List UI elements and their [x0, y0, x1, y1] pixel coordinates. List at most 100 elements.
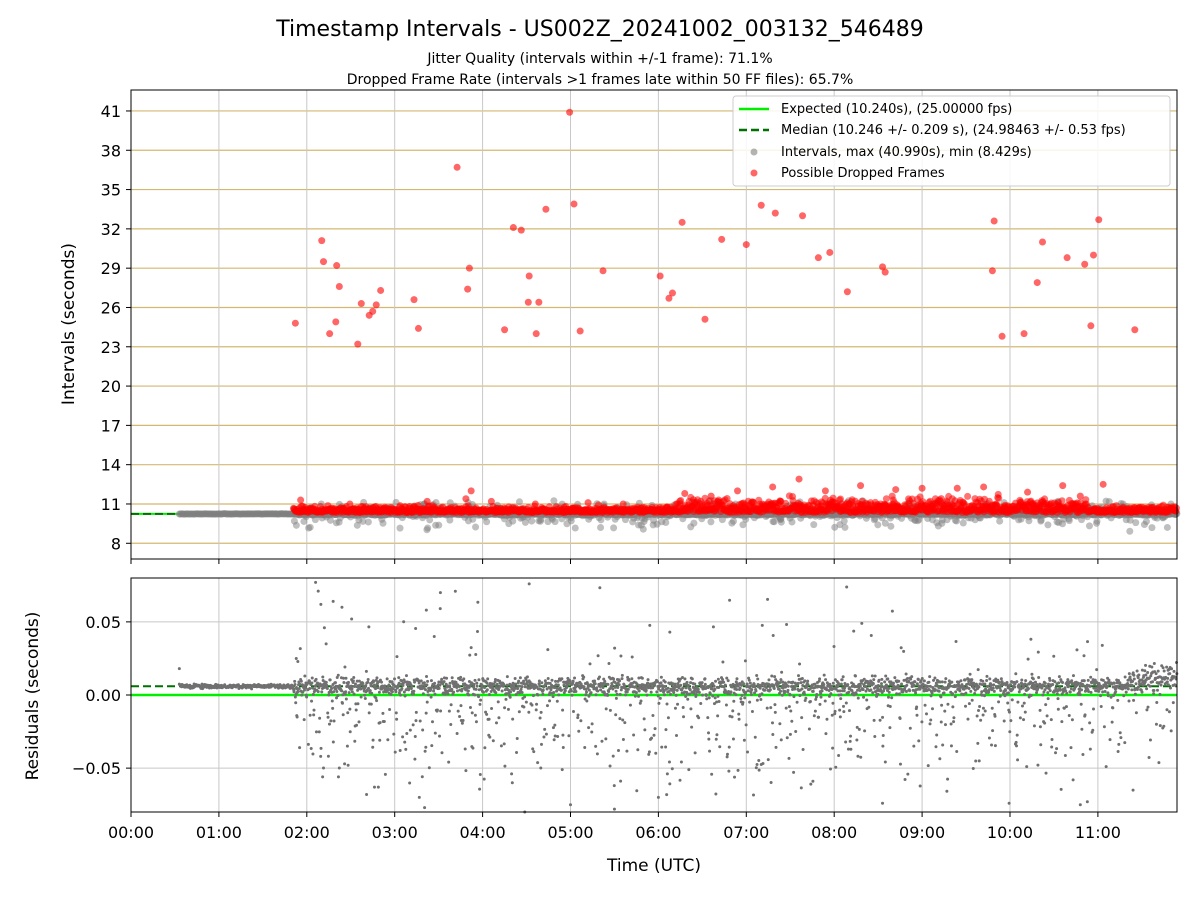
residual-point — [327, 722, 331, 726]
residual-point — [420, 775, 424, 779]
dropped-frame-point — [701, 315, 709, 323]
residual-point — [405, 731, 409, 735]
residual-point — [348, 730, 352, 734]
residual-point — [411, 723, 415, 727]
residual-point — [469, 646, 473, 650]
intervals-y-tick-label: 23 — [101, 338, 121, 357]
dropped-frame-point — [467, 487, 475, 495]
intervals-points — [175, 108, 1181, 535]
legend-expected-label: Expected (10.240s), (25.00000 fps) — [781, 102, 1012, 117]
interval-point — [1163, 523, 1171, 531]
dropped-frame-point — [988, 267, 996, 275]
dropped-frame-point — [1058, 497, 1066, 505]
residual-point — [330, 699, 334, 703]
legend: Expected (10.240s), (25.00000 fps) Media… — [732, 95, 1171, 187]
residual-point — [375, 699, 379, 703]
residual-point — [347, 691, 351, 695]
residual-point — [308, 713, 312, 717]
residual-point — [404, 674, 408, 678]
residual-point — [437, 686, 441, 690]
residual-point — [424, 745, 428, 749]
dropped-frame-point — [1033, 279, 1041, 287]
residual-point — [298, 746, 302, 750]
intervals-y-tick-label: 26 — [101, 298, 121, 317]
residual-point — [332, 719, 336, 723]
residual-point — [298, 647, 302, 651]
residual-point — [403, 740, 407, 744]
dropped-frame-point — [668, 289, 676, 297]
interval-point — [788, 518, 796, 526]
residual-point — [296, 659, 300, 663]
residual-point — [449, 723, 453, 727]
interval-point — [1132, 519, 1140, 527]
intervals-y-tick-label: 11 — [101, 495, 121, 514]
residual-point — [394, 711, 398, 715]
dropped-frame-point — [576, 327, 584, 335]
dropped-frame-point — [1087, 322, 1095, 330]
dropped-frame-point — [531, 500, 539, 508]
residual-point — [468, 653, 472, 657]
dropped-frame-point — [357, 300, 365, 308]
residual-point — [370, 691, 374, 695]
residual-point — [397, 676, 401, 680]
residual-point — [294, 701, 298, 705]
dropped-frame-point — [734, 487, 742, 495]
dropped-frame-point — [570, 200, 578, 208]
residual-point — [319, 746, 323, 750]
residual-point — [331, 706, 335, 710]
dropped-frame-point — [881, 268, 889, 276]
interval-point — [1126, 527, 1134, 535]
interval-point — [959, 519, 967, 527]
residual-point — [492, 683, 496, 687]
residual-point — [475, 684, 479, 688]
residual-point — [478, 702, 482, 706]
dropped-frame-point — [769, 483, 777, 491]
interval-point — [472, 523, 480, 531]
interval-point — [528, 517, 536, 525]
dropped-frame-point — [524, 298, 532, 306]
residual-point — [318, 716, 322, 720]
residual-point — [425, 675, 429, 679]
residual-point — [433, 692, 437, 696]
residual-point — [342, 681, 346, 685]
intervals-y-tick-label: 38 — [101, 141, 121, 160]
residual-point — [414, 719, 418, 723]
residual-point — [292, 690, 296, 694]
interval-point — [446, 516, 454, 524]
residual-point — [494, 691, 498, 695]
intervals-y-axis-label: Intervals (seconds) — [59, 243, 79, 405]
interval-point — [306, 523, 314, 531]
residual-point — [461, 719, 465, 723]
dropped-frame-point — [318, 237, 326, 245]
residual-point — [355, 723, 359, 727]
residual-point — [336, 694, 340, 698]
interval-point — [551, 518, 559, 526]
dropped-frame-point — [1076, 492, 1084, 500]
residual-point — [381, 711, 385, 715]
residual-point — [473, 713, 477, 717]
residual-point — [353, 739, 357, 743]
interval-point — [550, 497, 558, 505]
residual-point — [321, 675, 325, 679]
residual-point — [449, 703, 453, 707]
residual-point — [480, 683, 484, 687]
residual-point — [448, 685, 452, 689]
residual-point — [371, 738, 375, 742]
dropped-frame-point — [990, 217, 998, 225]
intervals-y-tick-label: 14 — [101, 456, 121, 475]
intervals-y-tick-label: 35 — [101, 181, 121, 200]
residual-point — [423, 749, 427, 753]
residual-point — [488, 735, 492, 739]
residual-point — [299, 679, 303, 683]
residual-point — [354, 708, 358, 712]
residual-point — [425, 700, 429, 704]
residual-point — [483, 746, 487, 750]
residual-point — [408, 728, 412, 732]
residual-point — [306, 742, 310, 746]
residual-point — [312, 713, 316, 717]
residual-point — [314, 677, 318, 681]
dropped-frame-point — [742, 241, 750, 249]
residual-point — [487, 693, 491, 697]
residual-point — [359, 695, 363, 699]
